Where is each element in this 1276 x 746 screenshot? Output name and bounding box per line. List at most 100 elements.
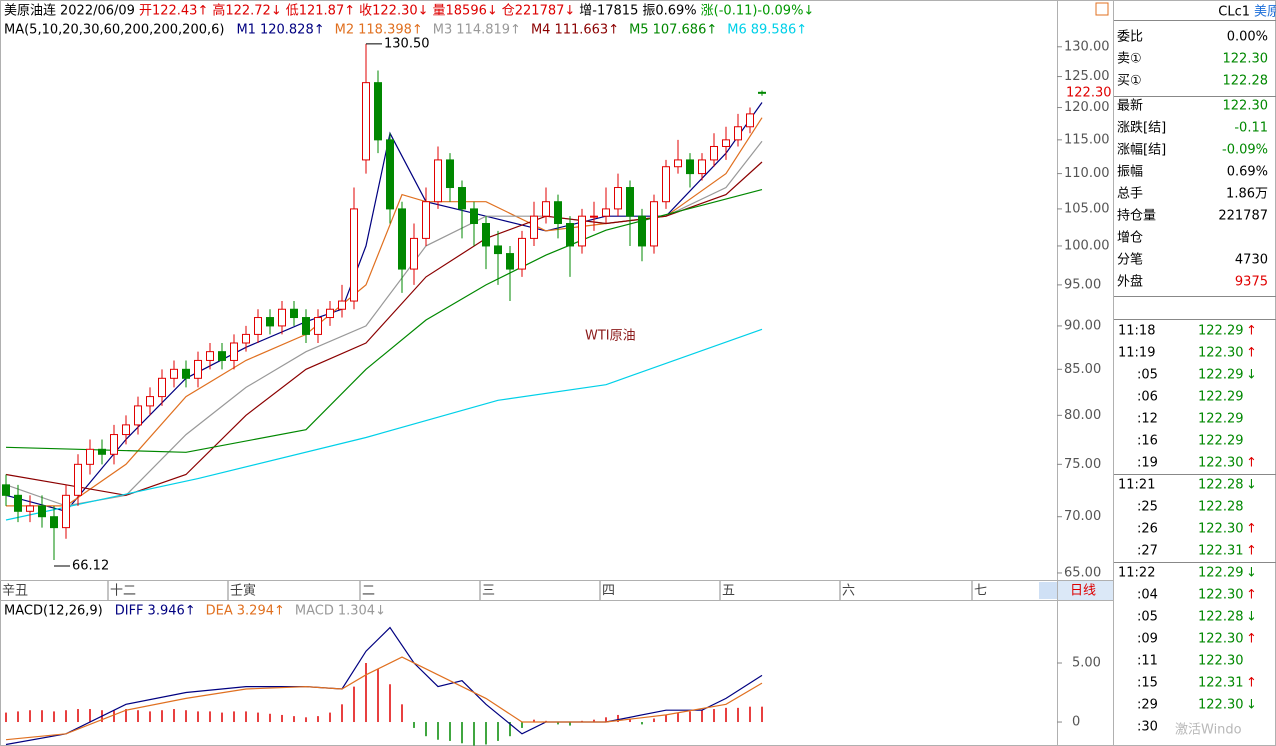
y-tick-label: 65.00 bbox=[1064, 565, 1101, 580]
quote-label: 买① bbox=[1117, 74, 1142, 89]
legend-name: M3 bbox=[433, 23, 453, 38]
candle-body bbox=[758, 91, 766, 94]
candle-body bbox=[14, 494, 22, 512]
quote-value: 0.00% bbox=[1227, 30, 1268, 45]
legend-name: M2 bbox=[335, 23, 355, 38]
trade-price: 122.29 bbox=[1198, 324, 1244, 339]
header-item: 涨(-0.11)-0.09%↓ bbox=[701, 4, 815, 19]
trade-time: :19 bbox=[1137, 456, 1158, 471]
y-tick-label: 95.00 bbox=[1064, 277, 1101, 292]
legend-value: 3.294↑ bbox=[237, 604, 285, 619]
y-tick-label: 80.00 bbox=[1064, 408, 1101, 423]
candle-body bbox=[506, 253, 514, 270]
x-tick-label: 六 bbox=[842, 584, 855, 599]
quote-label: 增仓 bbox=[1117, 231, 1143, 246]
trade-arrow: ↓ bbox=[1246, 698, 1257, 713]
trade-price: 122.30 bbox=[1198, 654, 1244, 669]
candle-body bbox=[386, 139, 394, 210]
header-item: 量18596↓ bbox=[433, 4, 498, 19]
trade-time: :30 bbox=[1137, 720, 1158, 735]
trade-price: 122.29 bbox=[1198, 412, 1244, 427]
header-item: 低121.87↑ bbox=[286, 4, 355, 19]
candle-body bbox=[686, 159, 694, 175]
quote-label: 外盘 bbox=[1117, 274, 1143, 290]
candle-body bbox=[62, 494, 70, 529]
trade-price: 122.31 bbox=[1198, 544, 1244, 559]
trade-time: :25 bbox=[1137, 500, 1158, 515]
candle-body bbox=[242, 333, 250, 344]
candle-body bbox=[434, 159, 442, 203]
trade-arrow: ↑ bbox=[1246, 544, 1257, 559]
quote-label: 涨幅[结] bbox=[1117, 143, 1166, 158]
candle-body bbox=[422, 201, 430, 239]
candle-body bbox=[470, 208, 478, 225]
trade-price: 122.29 bbox=[1198, 566, 1244, 581]
candle-body bbox=[614, 187, 622, 210]
candle-body bbox=[302, 317, 310, 335]
header-item: 美原油连 bbox=[4, 3, 56, 19]
trade-time: 11:18 bbox=[1118, 324, 1155, 339]
header-item: 2022/06/09 bbox=[60, 4, 135, 19]
y-tick-label: 85.00 bbox=[1064, 362, 1101, 377]
symbol: CLc1 bbox=[1218, 5, 1250, 20]
legend-value: 89.586↑ bbox=[751, 23, 807, 38]
trade-arrow: ↓ bbox=[1246, 610, 1257, 625]
trade-time: :15 bbox=[1137, 676, 1158, 691]
candle-body bbox=[326, 308, 334, 319]
trade-arrow: ↓ bbox=[1246, 368, 1257, 383]
candle-body bbox=[314, 317, 322, 335]
last-price-box bbox=[1058, 85, 1113, 102]
y-tick-label: 100.00 bbox=[1064, 238, 1110, 253]
quote-value: 0.69% bbox=[1227, 165, 1268, 180]
period-label[interactable]: 日线 bbox=[1070, 584, 1096, 599]
candle-body bbox=[338, 300, 346, 310]
trade-time: :09 bbox=[1137, 632, 1158, 647]
x-tick-label: 二 bbox=[362, 584, 375, 599]
trade-time: :06 bbox=[1137, 390, 1158, 405]
quote-label: 委比 bbox=[1117, 30, 1143, 45]
quote-label: 振幅 bbox=[1117, 165, 1143, 180]
x-tick-label: 辛丑 bbox=[2, 584, 28, 599]
trade-arrow: ↑ bbox=[1246, 324, 1257, 339]
legend-name: M4 bbox=[531, 23, 551, 38]
quote-label: 总手 bbox=[1117, 187, 1143, 202]
quote-label: 持仓量 bbox=[1117, 209, 1156, 224]
header-item: 仓221787↓ bbox=[502, 4, 576, 19]
candle-body bbox=[158, 377, 166, 398]
candle-body bbox=[50, 516, 58, 529]
y-tick-label: 110.00 bbox=[1064, 166, 1110, 181]
candle-body bbox=[698, 159, 706, 175]
header-item: 收122.30↓ bbox=[359, 4, 428, 19]
y-tick-label: 125.00 bbox=[1064, 69, 1110, 84]
candle-body bbox=[146, 396, 154, 407]
macd-line bbox=[5, 656, 763, 741]
trade-time: 11:19 bbox=[1118, 346, 1155, 361]
trade-price: 122.29 bbox=[1198, 390, 1244, 405]
trade-arrow: ↑ bbox=[1246, 676, 1257, 691]
x-tick-label: 壬寅 bbox=[230, 583, 256, 599]
legend-name: M5 bbox=[629, 23, 649, 38]
quote-value: 122.30 bbox=[1223, 99, 1269, 114]
candle-body bbox=[410, 237, 418, 270]
candle-body bbox=[722, 139, 730, 147]
candle-body bbox=[530, 215, 538, 239]
candle-body bbox=[38, 505, 46, 518]
period-box[interactable] bbox=[1058, 581, 1113, 600]
quote-label: 分笔 bbox=[1117, 252, 1143, 268]
candle-body bbox=[134, 405, 142, 426]
quote-value: 4730 bbox=[1235, 253, 1268, 268]
legend-value: 107.686↑ bbox=[653, 23, 718, 38]
candle-body bbox=[230, 342, 238, 361]
candle-body bbox=[2, 484, 10, 496]
trade-arrow: ↑ bbox=[1246, 346, 1257, 361]
trade-price: 122.30 bbox=[1198, 698, 1244, 713]
candle-body bbox=[566, 223, 574, 247]
scroll-box[interactable] bbox=[1039, 582, 1057, 599]
legend-value: 1.304↓ bbox=[338, 604, 386, 619]
legend-name: MACD bbox=[295, 604, 334, 619]
candle-body bbox=[650, 201, 658, 247]
candle-body bbox=[266, 317, 274, 327]
quote-label: 最新 bbox=[1117, 98, 1143, 114]
window-icon[interactable] bbox=[1095, 2, 1109, 16]
y-tick-label: 0 bbox=[1072, 715, 1080, 730]
